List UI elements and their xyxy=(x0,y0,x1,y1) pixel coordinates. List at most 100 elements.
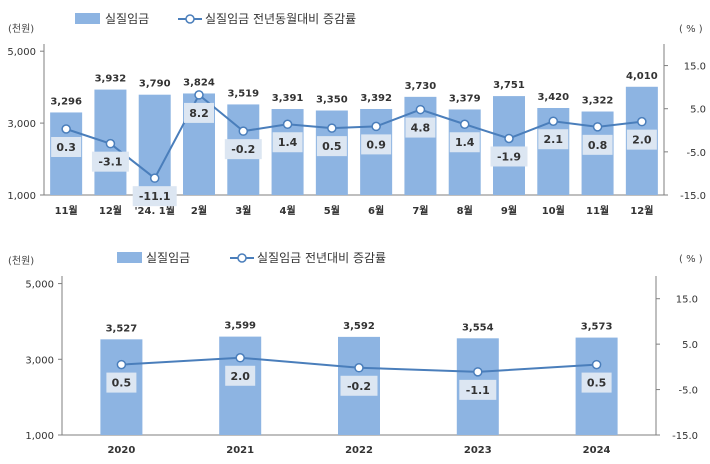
growth-rate-point xyxy=(548,116,559,126)
bar-value-label: 3,527 xyxy=(106,323,138,334)
x-axis-tick-label: '24. 1월 xyxy=(135,205,175,217)
growth-rate-label: 4.8 xyxy=(411,122,431,135)
left-axis-tick-label: 5,000 xyxy=(7,47,36,58)
bar-value-label: 3,519 xyxy=(227,88,259,99)
x-axis-tick-label: 2022 xyxy=(345,445,373,456)
growth-rate-point xyxy=(116,359,127,370)
growth-rate-label: -1.1 xyxy=(466,384,490,397)
right-axis-tick-label: -15.0 xyxy=(672,431,698,442)
x-axis-tick-label: 7월 xyxy=(412,205,428,217)
bar-value-label: 4,010 xyxy=(626,71,658,82)
growth-rate-label: 8.2 xyxy=(189,107,209,120)
x-axis-tick-label: 12월 xyxy=(630,205,653,217)
growth-rate-point xyxy=(371,121,381,132)
left-axis-tick-label: 1,000 xyxy=(25,431,54,442)
growth-rate-label: 2.0 xyxy=(632,134,652,147)
growth-rate-point xyxy=(194,90,204,100)
bar-value-label: 3,392 xyxy=(360,93,392,104)
growth-rate-label-box xyxy=(449,132,480,153)
right-axis-unit: ( % ) xyxy=(679,24,703,35)
legend-line-label: 실질임금 전년대비 증감률 xyxy=(257,251,387,265)
growth-rate-point xyxy=(591,359,602,370)
growth-rate-point xyxy=(459,119,470,129)
growth-rate-point xyxy=(149,173,160,183)
growth-rate-line xyxy=(65,93,642,180)
legend-bar-label: 실질임금 xyxy=(146,251,191,265)
left-axis-tick-label: 3,000 xyxy=(7,119,36,130)
bar-value-label: 3,420 xyxy=(537,92,569,103)
bar-value-label: 3,296 xyxy=(50,96,82,107)
right-axis-tick-label: 5.0 xyxy=(682,340,698,351)
x-axis-tick-label: 12월 xyxy=(99,205,122,217)
left-axis-tick-label: 1,000 xyxy=(7,191,36,202)
growth-rate-point xyxy=(105,138,116,149)
growth-rate-label: 0.9 xyxy=(366,138,386,151)
growth-rate-point xyxy=(354,363,364,373)
growth-rate-label: 0.5 xyxy=(112,377,132,390)
left-axis-tick-label: 3,000 xyxy=(25,355,54,366)
bar-value-label: 3,824 xyxy=(183,77,215,88)
bar-value-label: 3,391 xyxy=(272,93,304,104)
x-axis-tick-label: 2020 xyxy=(107,445,135,456)
x-axis-tick-label: 2021 xyxy=(226,445,254,456)
right-axis-tick-label: 15.0 xyxy=(684,62,706,73)
growth-rate-label: -11.1 xyxy=(139,190,171,203)
x-axis-tick-label: 10월 xyxy=(542,205,565,217)
x-axis-tick-label: 2023 xyxy=(464,445,492,456)
legend-line-marker-icon xyxy=(230,253,254,263)
growth-rate-label: 0.8 xyxy=(588,139,608,152)
growth-rate-label: 1.4 xyxy=(278,136,298,149)
x-axis-tick-label: 11월 xyxy=(55,205,78,217)
growth-rate-label-box xyxy=(361,134,392,155)
legend-line-label: 실질임금 전년동월대비 증감률 xyxy=(205,12,357,26)
legend-bar-label: 실질임금 xyxy=(105,12,150,26)
growth-rate-label-box xyxy=(340,375,378,396)
growth-rate-label-box xyxy=(581,372,612,393)
growth-rate-label-box xyxy=(272,132,303,153)
growth-rate-point xyxy=(238,126,249,136)
growth-rate-label: -3.1 xyxy=(98,156,122,169)
x-axis-tick-label: 2024 xyxy=(583,445,611,456)
x-axis-tick-label: 2월 xyxy=(191,205,207,217)
right-axis-tick-label: 5.0 xyxy=(690,105,706,116)
legend-bar-swatch xyxy=(117,252,142,263)
growth-rate-point xyxy=(504,133,514,144)
x-axis-tick-label: 5월 xyxy=(324,205,340,217)
growth-rate-point xyxy=(61,124,71,134)
bar-value-label: 3,554 xyxy=(462,322,494,333)
growth-rate-label: 1.4 xyxy=(455,136,475,149)
growth-rate-label: -0.2 xyxy=(347,380,371,393)
growth-rate-label-box xyxy=(106,372,137,393)
x-axis-tick-label: 11월 xyxy=(586,205,609,217)
growth-rate-label-box xyxy=(51,136,82,157)
growth-rate-label-box xyxy=(626,129,657,150)
x-axis-tick-label: 9월 xyxy=(501,205,517,217)
bar-value-label: 3,379 xyxy=(449,93,481,104)
growth-rate-label: 0.5 xyxy=(322,140,342,153)
left-axis-tick-label: 5,000 xyxy=(25,280,54,291)
left-axis-unit: (천원) xyxy=(8,24,35,35)
growth-rate-label-box xyxy=(490,146,528,167)
growth-rate-label: 2.0 xyxy=(230,370,250,383)
growth-rate-label-box xyxy=(538,129,569,150)
growth-rate-label: -1.9 xyxy=(497,150,521,163)
left-axis-unit: (천원) xyxy=(8,256,35,267)
growth-rate-point xyxy=(592,122,603,132)
bar-2021 xyxy=(219,336,262,435)
x-axis-tick-label: 6월 xyxy=(368,205,384,217)
bar-value-label: 3,751 xyxy=(493,80,525,91)
x-axis-tick-label: 3월 xyxy=(235,205,251,217)
growth-rate-label-box xyxy=(405,117,436,138)
right-axis-tick-label: -5.0 xyxy=(686,148,706,159)
bar-value-label: 3,592 xyxy=(343,321,375,332)
growth-rate-point xyxy=(473,367,483,377)
growth-rate-label: 2.1 xyxy=(544,133,564,146)
x-axis-tick-label: 8월 xyxy=(457,205,473,217)
growth-rate-point xyxy=(282,119,293,129)
growth-rate-point xyxy=(637,116,647,127)
bar-value-label: 3,599 xyxy=(224,321,256,332)
growth-rate-label-box xyxy=(225,365,256,386)
legend-bar-swatch xyxy=(75,13,100,24)
growth-rate-label-box xyxy=(316,136,347,157)
